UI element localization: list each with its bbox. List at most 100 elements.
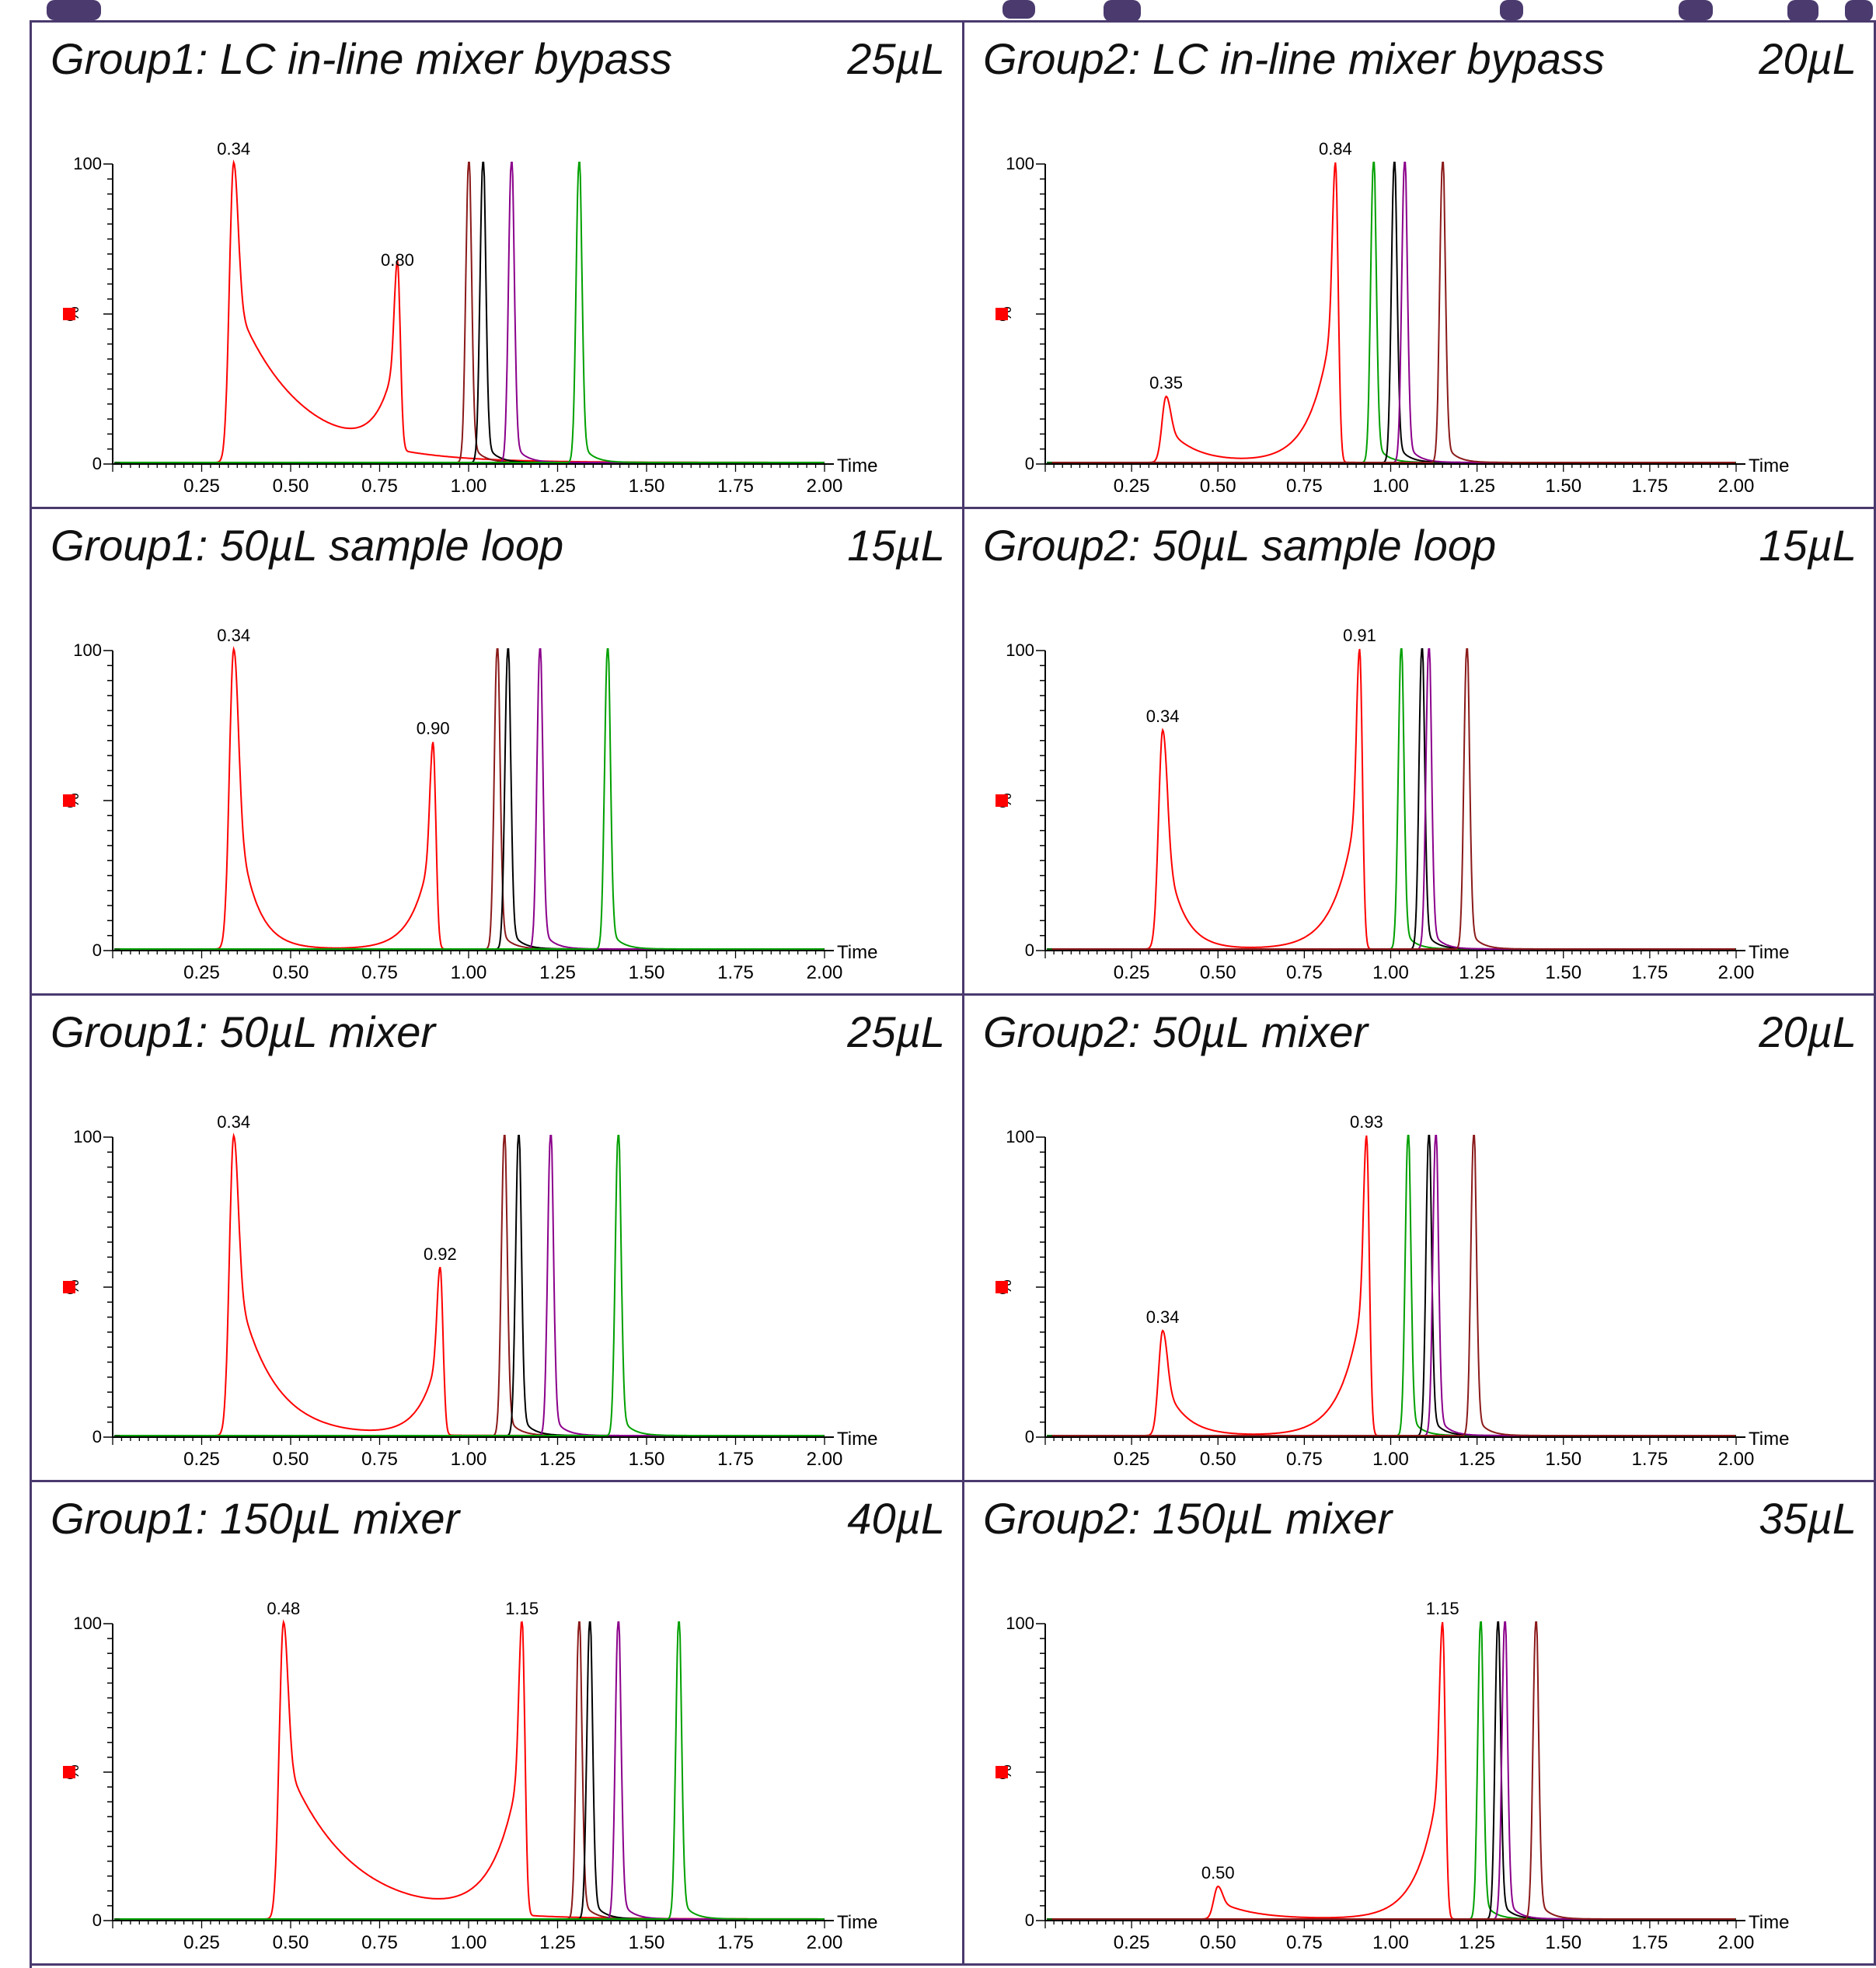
chromatogram-trace-green bbox=[1051, 162, 1736, 463]
legend-marker bbox=[63, 1766, 75, 1778]
chromatogram-plot: 0100%0.250.500.751.001.251.501.752.00Tim… bbox=[63, 1112, 877, 1470]
x-tick-label: 0.25 bbox=[1114, 1449, 1150, 1470]
x-tick-label: 1.00 bbox=[451, 962, 487, 983]
x-tick-label: 1.25 bbox=[539, 1449, 576, 1470]
y-tick-label: 0 bbox=[1025, 940, 1034, 960]
y-tick-label: 0 bbox=[1025, 1427, 1034, 1446]
peak-label: 0.93 bbox=[1350, 1112, 1383, 1132]
panel-volume: 20µL bbox=[1759, 34, 1857, 83]
peak-label: 0.34 bbox=[217, 139, 250, 159]
x-tick-label: 1.75 bbox=[1632, 962, 1669, 983]
chromatogram-trace-green bbox=[120, 162, 825, 463]
x-tick-label: 1.50 bbox=[629, 1932, 665, 1953]
panel-volume: 15µL bbox=[1759, 521, 1857, 570]
chromatogram-panel: Group2: 50µL mixer20µL0100%0.250.500.751… bbox=[964, 996, 1876, 1482]
x-tick-label: 2.00 bbox=[807, 1932, 843, 1953]
y-tick-label: 100 bbox=[73, 1614, 102, 1633]
chromatogram-trace-red bbox=[1051, 1621, 1736, 1920]
panel-title: Group2: 50µL sample loop bbox=[983, 521, 1497, 570]
peak-label: 0.34 bbox=[1146, 1307, 1180, 1327]
chromatogram-trace-brown bbox=[120, 1621, 825, 1920]
header-glyph-fragment bbox=[1787, 0, 1818, 22]
x-tick-label: 1.25 bbox=[539, 962, 576, 983]
legend-marker bbox=[63, 794, 75, 807]
header-glyph-fragment bbox=[1679, 0, 1713, 20]
peak-label: 0.50 bbox=[1201, 1863, 1235, 1883]
panel-title: Group2: 50µL mixer bbox=[983, 1007, 1369, 1056]
chromatogram-trace-brown bbox=[1051, 162, 1736, 463]
x-tick-label: 1.50 bbox=[629, 476, 665, 497]
chromatogram-trace-red bbox=[1051, 1135, 1736, 1436]
x-tick-label: 0.50 bbox=[1200, 962, 1236, 983]
chromatogram-trace-red bbox=[1051, 648, 1736, 950]
chromatogram-trace-green bbox=[1051, 1135, 1736, 1436]
y-tick-label: 0 bbox=[1025, 454, 1034, 473]
panel-title: Group2: LC in-line mixer bypass bbox=[983, 34, 1605, 83]
y-tick-label: 0 bbox=[1025, 1910, 1034, 1930]
chromatogram-trace-green bbox=[120, 1135, 825, 1436]
x-axis-label: Time bbox=[837, 455, 877, 476]
peak-label: 0.91 bbox=[1343, 626, 1376, 645]
peak-label: 0.35 bbox=[1149, 373, 1183, 393]
chromatogram-panel: Group2: LC in-line mixer bypass20µL0100%… bbox=[964, 23, 1876, 509]
x-tick-label: 1.00 bbox=[1372, 1932, 1409, 1953]
chromatogram-trace-green bbox=[120, 648, 825, 950]
x-tick-label: 0.75 bbox=[361, 962, 398, 983]
x-tick-label: 0.75 bbox=[1286, 962, 1323, 983]
x-tick-label: 1.25 bbox=[539, 476, 576, 497]
legend-marker bbox=[996, 1766, 1008, 1778]
panel-volume: 20µL bbox=[1759, 1007, 1857, 1056]
x-tick-label: 1.50 bbox=[629, 962, 665, 983]
header-glyph-fragment bbox=[1104, 0, 1141, 22]
y-tick-label: 100 bbox=[73, 154, 102, 173]
x-tick-label: 0.75 bbox=[1286, 1932, 1323, 1953]
chromatogram-trace-black bbox=[1051, 1621, 1736, 1920]
panel-title: Group1: 50µL sample loop bbox=[51, 521, 564, 570]
legend-marker bbox=[63, 1281, 75, 1293]
x-tick-label: 0.25 bbox=[1114, 1932, 1150, 1953]
chromatogram-trace-red bbox=[120, 646, 825, 950]
peak-label: 0.84 bbox=[1319, 139, 1352, 159]
y-tick-label: 100 bbox=[73, 1127, 102, 1146]
panel-title: Group2: 150µL mixer bbox=[983, 1494, 1393, 1543]
legend-marker bbox=[996, 308, 1008, 320]
x-tick-label: 0.50 bbox=[273, 476, 309, 497]
y-tick-label: 0 bbox=[92, 1427, 102, 1446]
header-glyph-fragment bbox=[47, 0, 101, 20]
y-tick-label: 100 bbox=[1006, 1614, 1034, 1633]
header-fragment-shapes bbox=[47, 0, 1873, 22]
peak-label: 0.90 bbox=[417, 719, 450, 738]
x-tick-label: 0.75 bbox=[361, 1932, 398, 1953]
peak-label: 1.15 bbox=[1426, 1599, 1459, 1618]
x-tick-label: 2.00 bbox=[1718, 1932, 1755, 1953]
panel-volume: 35µL bbox=[1759, 1494, 1857, 1543]
x-tick-label: 0.50 bbox=[1200, 1932, 1236, 1953]
peak-label: 1.15 bbox=[505, 1599, 539, 1618]
x-tick-label: 1.75 bbox=[717, 1449, 754, 1470]
x-tick-label: 1.25 bbox=[539, 1932, 576, 1953]
y-tick-label: 100 bbox=[1006, 1127, 1034, 1146]
chromatogram-panel: Group1: 150µL mixer40µL0100%0.250.500.75… bbox=[32, 1482, 964, 1966]
chromatogram-plot: 0100%0.250.500.751.001.251.501.752.00Tim… bbox=[63, 1599, 877, 1953]
chromatogram-trace-brown bbox=[1051, 648, 1736, 950]
x-axis-label: Time bbox=[1749, 942, 1789, 963]
x-axis-label: Time bbox=[837, 942, 877, 963]
peak-label: 0.80 bbox=[381, 250, 414, 270]
chromatogram-trace-black bbox=[120, 1621, 825, 1920]
chromatogram-plot: 0100%0.250.500.751.001.251.501.752.00Tim… bbox=[63, 626, 877, 983]
peak-label: 0.92 bbox=[424, 1244, 457, 1264]
y-tick-label: 100 bbox=[73, 640, 102, 660]
x-tick-label: 1.75 bbox=[717, 476, 754, 497]
x-tick-label: 1.50 bbox=[1545, 1449, 1581, 1470]
x-tick-label: 1.00 bbox=[1372, 476, 1409, 497]
chromatogram-trace-black bbox=[1051, 162, 1736, 463]
chromatogram-trace-red bbox=[120, 1132, 825, 1436]
header-glyph-fragment bbox=[1845, 0, 1873, 22]
x-tick-label: 1.25 bbox=[1459, 1932, 1495, 1953]
chromatogram-plot: 0100%0.250.500.751.001.251.501.752.00Tim… bbox=[996, 626, 1789, 983]
peak-label: 0.34 bbox=[1146, 707, 1180, 726]
x-axis-label: Time bbox=[837, 1429, 877, 1450]
x-tick-label: 2.00 bbox=[1718, 962, 1755, 983]
x-tick-label: 1.50 bbox=[629, 1449, 665, 1470]
x-tick-label: 2.00 bbox=[1718, 1449, 1755, 1470]
